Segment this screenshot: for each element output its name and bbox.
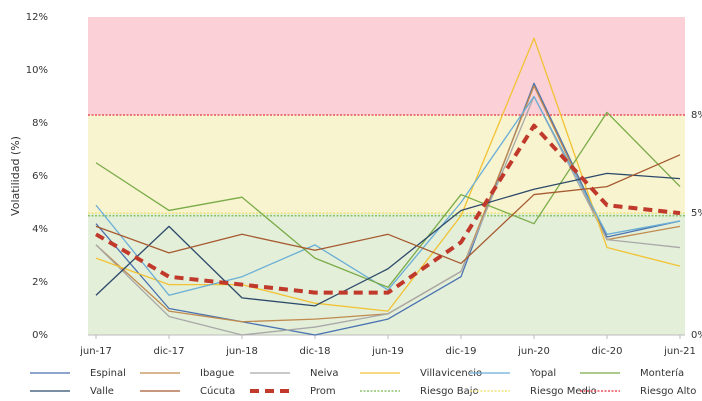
series-line xyxy=(95,82,681,336)
legend-label: Yopal xyxy=(529,368,556,379)
series-line xyxy=(95,154,681,265)
x-tick-label: jun-19 xyxy=(371,346,404,357)
right-label: 5% xyxy=(691,208,702,219)
legend-label: Riesgo Medio xyxy=(530,386,597,397)
legend-label: Neiva xyxy=(310,368,338,379)
series-line xyxy=(95,95,681,296)
legend-label: Montería xyxy=(640,367,684,379)
series-line xyxy=(95,111,681,288)
legend-label: Prom xyxy=(310,386,336,397)
x-tick-label: jun-21 xyxy=(663,346,696,357)
x-tick-label: dic-19 xyxy=(446,346,477,357)
x-tick-label: jun-18 xyxy=(225,346,258,357)
y-tick-label: 2% xyxy=(32,277,48,288)
series-line xyxy=(94,123,681,295)
legend-label: Riesgo Bajo xyxy=(420,386,479,397)
y-tick-label: 6% xyxy=(32,171,48,182)
legend-label: Espinal xyxy=(90,368,126,379)
right-label: 8% xyxy=(691,110,702,121)
x-tick-label: jun-17 xyxy=(79,346,112,357)
legend-label: Villavicencio xyxy=(420,368,482,379)
x-tick-label: dic-17 xyxy=(154,346,185,357)
legend-label: Valle xyxy=(90,386,114,397)
y-axis-label: Volatilidad (%) xyxy=(9,136,22,216)
y-tick-label: 4% xyxy=(32,224,48,235)
x-tick-label: jun-20 xyxy=(517,346,550,357)
legend-label: Ibague xyxy=(200,368,234,379)
y-tick-label: 8% xyxy=(32,118,48,129)
y-tick-label: 10% xyxy=(26,65,48,76)
legend-label: Cúcuta xyxy=(200,385,235,397)
risk-band xyxy=(88,213,685,335)
right-label: 0% xyxy=(691,330,702,341)
x-tick-label: dic-18 xyxy=(300,346,331,357)
series-line xyxy=(95,95,681,336)
x-tick-label: dic-20 xyxy=(592,346,623,357)
y-tick-label: 12% xyxy=(26,12,48,23)
legend-label: Riesgo Alto xyxy=(640,386,696,397)
y-tick-label: 0% xyxy=(32,330,48,341)
risk-band xyxy=(88,17,685,116)
